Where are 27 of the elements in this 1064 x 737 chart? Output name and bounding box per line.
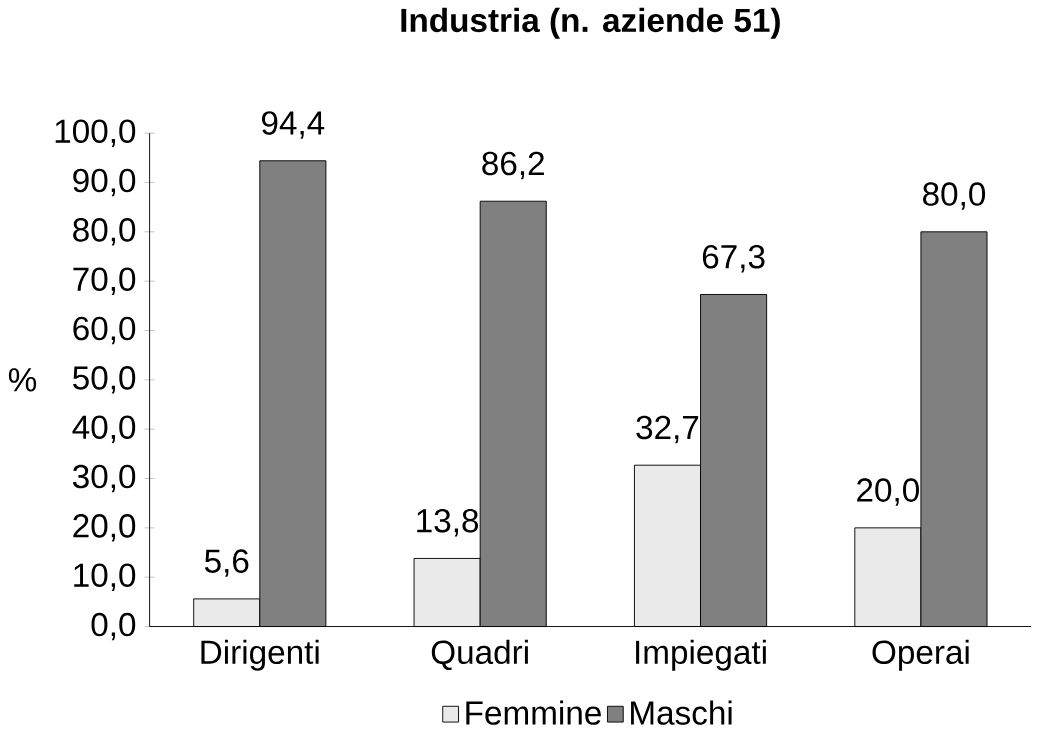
data-label: 5,6 [204,549,249,577]
y-tick-label: 30,0 [72,464,136,493]
y-tick-label: 90,0 [73,168,136,197]
data-label: 13,8 [417,508,479,537]
x-tick-label: Impiegati [636,639,766,671]
data-label: 94,4 [262,111,325,139]
data-label: 80,0 [923,182,986,210]
chart-title: Industria (n. aziende 51) [401,7,780,39]
y-axis-title: % [8,368,37,392]
data-label: 20,0 [857,478,919,506]
legend-label: Femmine [466,700,601,725]
y-tick-label: 40,0 [72,415,136,443]
y-tick-label: 80,0 [73,217,136,246]
y-tick-label: 10,0 [74,563,136,591]
data-label: 32,7 [636,415,699,444]
data-label: 67,3 [702,244,765,273]
data-label: 86,2 [482,151,544,180]
x-tick-label: Operai [872,639,969,671]
y-tick-label: 70,0 [73,267,136,295]
y-tick-label: 100,0 [55,119,136,147]
y-tick-label: 0,0 [91,612,136,641]
x-tick-label: Dirigenti [201,639,319,671]
y-tick-label: 60,0 [73,316,136,345]
y-tick-label: 20,0 [73,513,136,542]
y-tick-label: 50,0 [73,365,136,394]
legend-label: Maschi [631,700,732,725]
x-tick-label: Quadri [431,639,528,670]
